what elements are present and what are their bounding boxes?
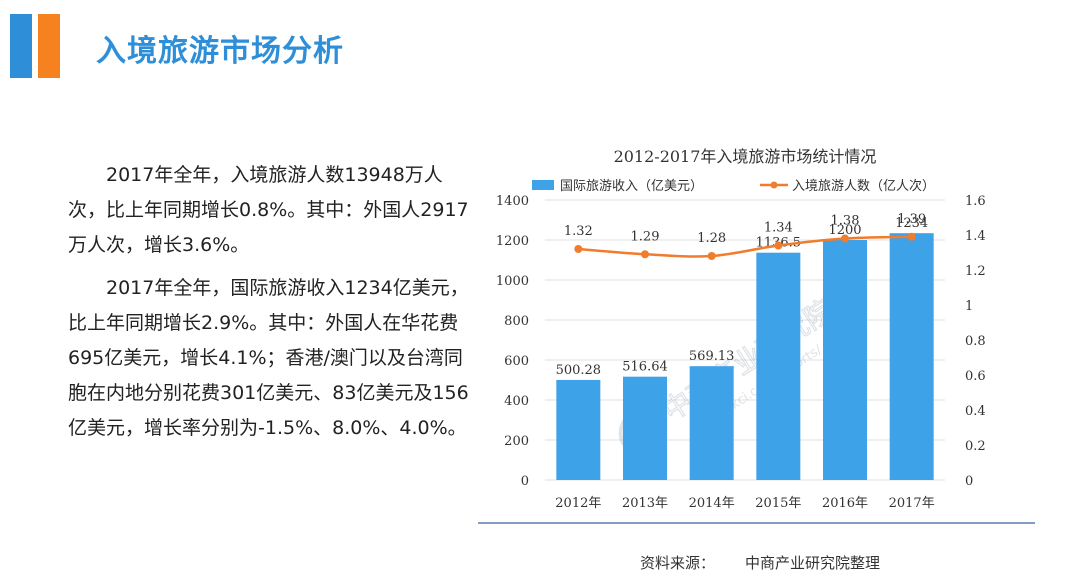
source-value: 中商产业研究院整理 bbox=[745, 554, 881, 572]
x-tick-label: 2012年 bbox=[555, 496, 601, 511]
y-right-tick: 0.2 bbox=[965, 439, 986, 454]
body-text: 2017年全年，入境旅游人数13948万人次，比上年同期增长0.8%。其中：外国… bbox=[68, 158, 476, 454]
y-right-tick: 1.6 bbox=[965, 194, 986, 209]
x-tick-label: 2014年 bbox=[689, 496, 735, 511]
y-left-tick: 600 bbox=[504, 354, 529, 369]
point-visitors bbox=[641, 250, 649, 259]
bar-revenue bbox=[823, 240, 867, 480]
bar-revenue bbox=[556, 379, 601, 480]
point-visitors bbox=[707, 252, 716, 260]
y-right-tick: 0.8 bbox=[965, 334, 986, 349]
point-value-label: 1.34 bbox=[764, 221, 793, 236]
point-visitors bbox=[907, 232, 916, 241]
y-right-tick: 1 bbox=[965, 299, 973, 314]
legend-label-visitors: 入境旅游人数（亿人次） bbox=[792, 178, 935, 194]
bar-value-label: 516.64 bbox=[622, 360, 668, 375]
point-value-label: 1.39 bbox=[897, 212, 926, 227]
y-right-tick: 1.2 bbox=[965, 264, 986, 279]
point-visitors bbox=[774, 241, 783, 250]
y-right-tick: 1.4 bbox=[965, 229, 986, 244]
line-visitors bbox=[578, 235, 912, 258]
source-label: 资料来源： bbox=[640, 554, 716, 572]
y-right-tick: 0 bbox=[965, 474, 973, 489]
bar-revenue bbox=[756, 252, 801, 480]
legend-swatch-revenue bbox=[532, 180, 554, 190]
bar-value-label: 1234 bbox=[895, 216, 928, 231]
y-left-tick: 0 bbox=[521, 474, 529, 489]
bar-revenue bbox=[623, 376, 667, 480]
x-tick-label: 2017年 bbox=[889, 496, 935, 511]
bar-value-label: 500.28 bbox=[556, 363, 602, 378]
source-note: 资料来源： 中商产业研究院整理 bbox=[640, 552, 910, 573]
point-visitors bbox=[574, 245, 583, 253]
y-right-tick: 0.6 bbox=[965, 369, 986, 384]
y-left-tick: 1400 bbox=[496, 194, 529, 209]
paragraph-visitors: 2017年全年，入境旅游人数13948万人次，比上年同期增长0.8%。其中：外国… bbox=[68, 164, 469, 256]
y-left-tick: 200 bbox=[504, 434, 529, 449]
y-left-tick: 800 bbox=[504, 314, 529, 329]
point-value-label: 1.29 bbox=[631, 229, 660, 244]
accent-bar-orange bbox=[38, 14, 60, 78]
legend-label-revenue: 国际旅游收入（亿美元） bbox=[560, 179, 703, 194]
chart-container: 2012-2017年入境旅游市场统计情况国际旅游收入（亿美元） 入境旅游人数（亿人… bbox=[470, 130, 1070, 540]
legend-marker-visitors bbox=[770, 181, 778, 189]
y-left-tick: 1200 bbox=[496, 234, 529, 249]
page-title: 入境旅游市场分析 bbox=[96, 34, 344, 69]
bar-revenue bbox=[889, 233, 934, 480]
point-visitors bbox=[841, 234, 849, 243]
paragraph-revenue: 2017年全年，国际旅游收入1234亿美元，比上年同期增长2.9%。其中：外国人… bbox=[68, 277, 469, 439]
point-value-label: 1.38 bbox=[831, 214, 860, 229]
bar-value-label: 1200 bbox=[828, 223, 861, 238]
y-right-tick: 0.4 bbox=[965, 404, 986, 419]
bar-value-label: 569.13 bbox=[689, 349, 735, 364]
bar-revenue bbox=[689, 366, 734, 480]
chart-title: 2012-2017年入境旅游市场统计情况 bbox=[614, 147, 877, 166]
x-tick-label: 2015年 bbox=[755, 496, 801, 511]
y-left-tick: 400 bbox=[504, 394, 529, 409]
point-value-label: 1.28 bbox=[697, 231, 726, 246]
x-tick-label: 2013年 bbox=[622, 496, 668, 511]
point-value-label: 1.32 bbox=[564, 224, 593, 239]
x-tick-label: 2016年 bbox=[822, 496, 868, 511]
y-left-tick: 1000 bbox=[496, 274, 529, 289]
accent-bar-blue bbox=[10, 14, 32, 78]
